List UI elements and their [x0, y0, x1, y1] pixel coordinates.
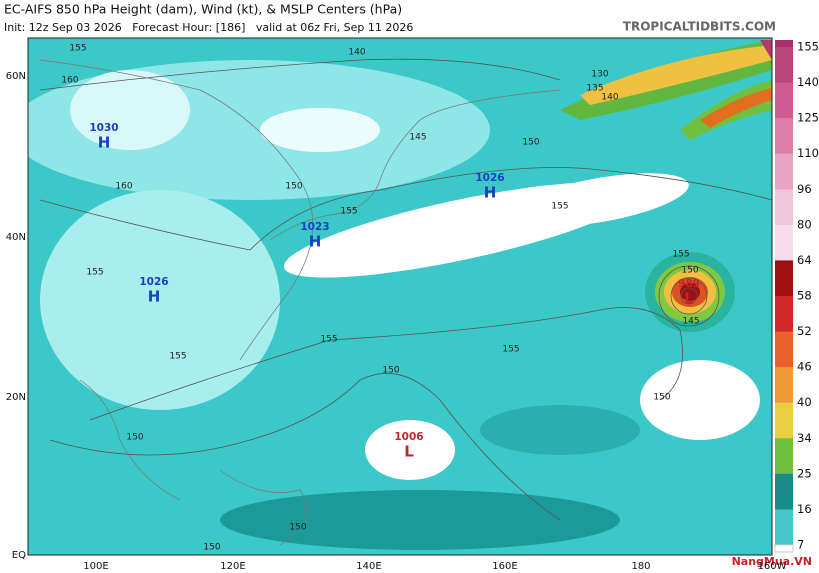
- pressure-letter: L: [404, 443, 414, 461]
- contour-label: 150: [653, 393, 670, 403]
- colorbar-segment: [775, 367, 793, 404]
- lon-label: 140E: [356, 561, 381, 572]
- site-credit: TROPICALTIDBITS.COM: [623, 20, 776, 34]
- contour-label: 135: [586, 84, 603, 94]
- contour-label: 155: [672, 250, 689, 260]
- colorbar-segment: [775, 402, 793, 439]
- colorbar-label: 34: [797, 431, 812, 445]
- contour-label: 150: [681, 266, 698, 276]
- colorbar-label: 16: [797, 502, 812, 516]
- pressure-value: 1006: [394, 431, 423, 443]
- colorbar-segment: [775, 118, 793, 155]
- contour-label: 130: [591, 70, 608, 80]
- pressure-value: 1026: [139, 276, 168, 288]
- colorbar-segment: [775, 509, 793, 546]
- map-frame: [27, 37, 773, 556]
- colorbar-segment: [775, 47, 793, 84]
- contour-label: 155: [320, 335, 337, 345]
- contour-label: 150: [285, 182, 302, 192]
- contour-label: 140: [348, 48, 365, 58]
- colorbar-label: 40: [797, 395, 812, 409]
- lon-label: 100E: [83, 561, 108, 572]
- lon-label: 160E: [492, 561, 517, 572]
- lon-label: 180: [631, 561, 650, 572]
- colorbar-label: 52: [797, 324, 812, 338]
- contour-label: 155: [502, 345, 519, 355]
- contour-label: 150: [203, 543, 220, 553]
- colorbar-label: 58: [797, 289, 812, 303]
- lat-label: 60N: [6, 71, 26, 82]
- lon-label: 120E: [220, 561, 245, 572]
- pressure-letter: H: [148, 288, 161, 306]
- colorbar-segment: [775, 153, 793, 190]
- pressure-value: 1023: [300, 221, 329, 233]
- contour-label: 140: [601, 93, 618, 103]
- contour-label: 150: [382, 366, 399, 376]
- colorbar-label: 7: [797, 538, 804, 552]
- colorbar-segment: [775, 260, 793, 297]
- pressure-letter: H: [309, 233, 322, 251]
- pressure-letter: H: [484, 184, 497, 202]
- pressure-letter: H: [98, 134, 111, 152]
- contour-label: 145: [682, 317, 699, 327]
- colorbar-segment: [775, 331, 793, 368]
- map-field: [28, 38, 772, 555]
- watermark: NangMua.VN: [732, 555, 812, 568]
- lat-label: 20N: [6, 392, 26, 403]
- colorbar-cap: [774, 544, 794, 553]
- colorbar-segment: [775, 224, 793, 261]
- title: EC-AIFS 850 hPa Height (dam), Wind (kt),…: [4, 2, 402, 17]
- contour-label: 150: [289, 523, 306, 533]
- colorbar-label: 110: [797, 146, 819, 160]
- contour-label: 155: [69, 44, 86, 54]
- colorbar-label: 155: [797, 40, 819, 54]
- colorbar-cap: [775, 40, 793, 47]
- colorbar: 155 140 125 110 96 80 64 58 52 46 40 34 25 16 7: [774, 40, 819, 553]
- pressure-value: 989: [678, 278, 700, 290]
- contour-label: 155: [86, 268, 103, 278]
- lon-label: 160W: [758, 561, 787, 572]
- colorbar-label: 25: [797, 466, 812, 480]
- lat-label: 40N: [6, 232, 26, 243]
- colorbar-segment: [775, 296, 793, 333]
- contour-label: 150: [126, 433, 143, 443]
- colorbar-label: 46: [797, 360, 812, 374]
- subtitle: Init: 12z Sep 03 2026 Forecast Hour: [18…: [4, 21, 413, 34]
- colorbar-label: 125: [797, 111, 819, 125]
- contour-label: 150: [522, 138, 539, 148]
- colorbar-label: 140: [797, 75, 819, 89]
- pressure-letter: L: [684, 290, 694, 308]
- colorbar-label: 64: [797, 253, 812, 267]
- colorbar-segment: [775, 473, 793, 510]
- contour-label: 160: [115, 182, 132, 192]
- contour-label: 155: [340, 207, 357, 217]
- contour-label: 155: [169, 352, 186, 362]
- pressure-value: 1026: [475, 172, 504, 184]
- contour-label: 145: [409, 133, 426, 143]
- colorbar-segment: [775, 82, 793, 119]
- contour-label: 160: [61, 76, 78, 86]
- contour-label: 155: [551, 202, 568, 212]
- colorbar-label: 96: [797, 182, 812, 196]
- colorbar-label: 80: [797, 217, 812, 231]
- pressure-value: 1030: [89, 122, 118, 134]
- lat-label: EQ: [12, 550, 26, 561]
- colorbar-segment: [775, 438, 793, 475]
- colorbar-segment: [775, 189, 793, 226]
